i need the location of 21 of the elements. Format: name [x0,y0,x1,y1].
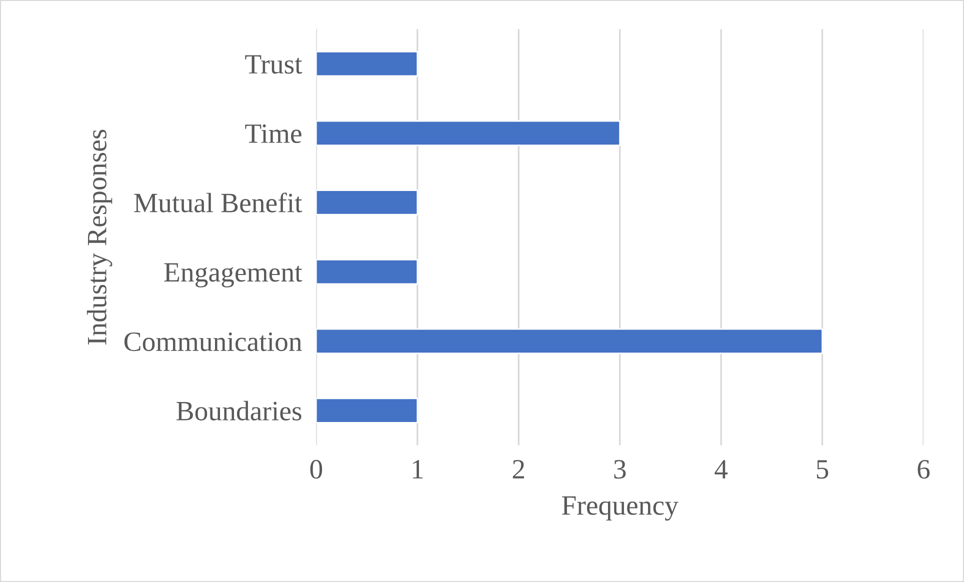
y-tick-label: Engagement [164,263,302,288]
bar [316,120,621,146]
x-tick-label: 1 [412,460,423,478]
y-tick-label: Time [245,124,302,144]
y-tick-label: Communication [124,332,302,352]
bar [316,328,823,354]
bar [316,398,418,424]
x-tick-label: 5 [816,460,828,479]
bar [316,259,418,285]
bar [316,190,418,216]
x-axis-title: Frequency [562,496,678,521]
y-tick-label: Boundaries [176,400,302,420]
y-axis-title: Industry Responses [86,130,112,345]
x-tick-label: 0 [310,460,322,479]
x-tick-label: 4 [714,460,728,478]
y-tick-label: Mutual Benefit [134,192,302,212]
bar [316,50,418,77]
x-tick-label: 6 [918,460,930,479]
x-tick-label: 2 [512,460,524,478]
y-tick-label: Trust [245,55,302,74]
x-tick-label: 3 [614,460,626,479]
